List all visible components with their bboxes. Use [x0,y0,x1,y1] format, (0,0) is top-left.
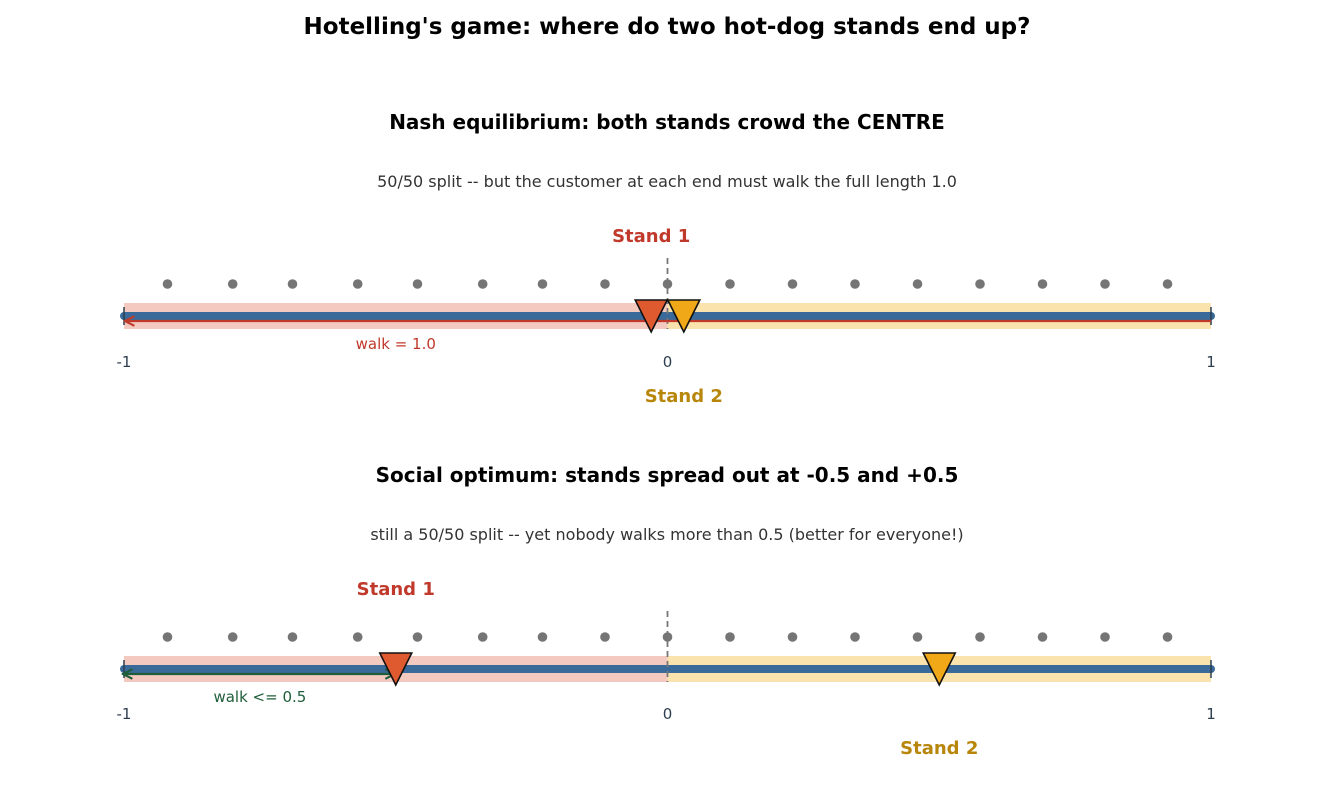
customer-dot [352,279,363,289]
customer-dot [725,279,735,289]
customer-dot [352,632,363,642]
customer-dot [912,632,923,642]
customer-dot [1162,632,1173,642]
customer-dot [287,632,298,642]
stand1-marker [378,652,414,687]
customer-dot [975,632,985,642]
customer-dot [412,279,423,289]
panel-subtitle: still a 50/50 split -- yet nobody walks … [370,525,963,544]
customer-dot [162,632,173,642]
stand2-marker [921,652,957,687]
customer-dot [477,632,488,642]
walk-distance-label: walk = 1.0 [356,335,436,353]
axis-tick-label: 0 [663,353,673,371]
axis-tick-label: -1 [117,705,132,723]
customer-dot [600,632,610,642]
customer-dot [662,279,673,289]
customer-dot [850,279,860,289]
customer-dot [1037,279,1048,289]
customer-dot [787,632,798,642]
stand1-label: Stand 1 [357,579,435,600]
panel-nash-equilibrium: Nash equilibrium: both stands crowd the … [117,110,1216,407]
main-title: Hotelling's game: where do two hot-dog s… [304,14,1031,40]
panel-subtitle: 50/50 split -- but the customer at each … [377,172,957,191]
customer-dot [1100,279,1110,289]
customer-dot [600,279,610,289]
axis-tick-label: -1 [117,353,132,371]
customer-dot [537,632,548,642]
customer-dot [912,279,923,289]
customer-dot [227,632,238,642]
customer-dot [537,279,548,289]
panel-title: Social optimum: stands spread out at -0.… [376,463,959,487]
walk-distance-label: walk <= 0.5 [213,688,306,706]
customer-dot [1037,632,1048,642]
panel-title: Nash equilibrium: both stands crowd the … [389,110,945,134]
customer-dot [850,632,860,642]
customer-dot [477,279,488,289]
customer-dot [725,632,735,642]
stand2-label: Stand 2 [900,738,978,759]
customer-dot [412,632,423,642]
axis-tick-label: 0 [663,705,673,723]
customer-dot [662,632,673,642]
customer-dot [975,279,985,289]
stand1-label: Stand 1 [612,226,690,247]
stand2-marker [666,299,702,334]
stand1-marker [633,299,669,334]
stand2-label: Stand 2 [645,386,723,407]
customer-dot [1100,632,1110,642]
customer-dot [1162,279,1173,289]
customer-dot [227,279,238,289]
customer-dot [287,279,298,289]
panel-social-optimum: Social optimum: stands spread out at -0.… [117,463,1216,759]
axis-tick-label: 1 [1206,353,1216,371]
axis-tick-label: 1 [1206,705,1216,723]
customer-dot [162,279,173,289]
customer-dot [787,279,798,289]
